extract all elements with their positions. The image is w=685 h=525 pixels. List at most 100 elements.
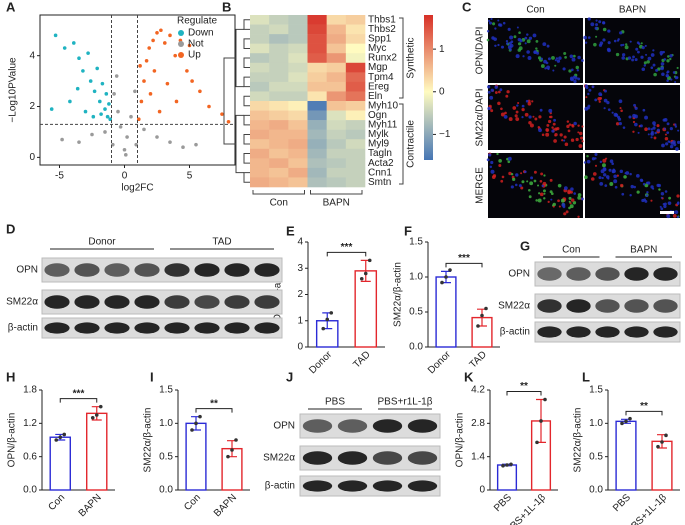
micrograph-speck [559, 133, 563, 137]
blot-band [164, 263, 190, 277]
micrograph-speck [607, 48, 611, 53]
micrograph-speck [577, 193, 582, 197]
blot-band [44, 322, 70, 334]
micrograph-speck [512, 177, 516, 182]
row-label: Tagln [368, 148, 392, 159]
x-tick-label: -5 [55, 171, 64, 182]
micrograph-speck [541, 184, 544, 188]
micrograph-speck [619, 169, 624, 174]
micrograph-speck [528, 121, 532, 125]
micrograph-speck [487, 90, 491, 94]
x-tick-label: PBS+1L-1β [625, 492, 669, 525]
micrograph-speck [502, 21, 506, 25]
heatmap-cell [326, 43, 347, 54]
micrograph-speck [595, 23, 598, 27]
heatmap-cell [345, 34, 366, 44]
heatmap-cell [250, 81, 270, 92]
micrograph-speck [516, 26, 519, 29]
micrograph-speck [594, 26, 598, 30]
micrograph-speck [634, 114, 638, 119]
micrograph-speck [609, 159, 614, 163]
micrograph-speck [619, 31, 623, 35]
micrograph-speck [538, 192, 541, 195]
significance-label: *** [73, 388, 85, 399]
heatmap-cell [307, 139, 327, 150]
heatmap-cell [288, 158, 308, 169]
micrograph [488, 153, 583, 218]
micrograph-speck [532, 115, 535, 118]
y-axis-label: OPN/β-actin [7, 413, 18, 468]
micrograph-speck [630, 184, 634, 189]
y-tick-label: 0.0 [23, 485, 37, 496]
row-label: Myh11 [368, 120, 398, 131]
micrograph-speck [587, 17, 591, 21]
micrograph-speck [557, 199, 560, 203]
x-tick-label: Donor [307, 349, 335, 377]
micrograph-speck [598, 176, 602, 180]
data-point [505, 463, 509, 467]
micrograph-speck [509, 35, 514, 40]
micrograph-speck [506, 90, 510, 94]
micrograph-speck [498, 159, 502, 163]
micrograph-speck [640, 42, 643, 45]
micrograph-speck [528, 115, 532, 119]
micrograph-speck [490, 88, 494, 92]
micrograph-speck [620, 43, 623, 47]
y-tick-label: 0.6 [23, 451, 37, 462]
data-point [83, 109, 88, 114]
micrograph-speck [505, 42, 509, 45]
dendrogram-branch [223, 57, 236, 145]
blot-band [104, 263, 130, 277]
micrograph-speck [569, 204, 574, 209]
data-point [155, 135, 159, 139]
micrograph-speck [581, 140, 584, 143]
micrograph-speck [634, 122, 638, 127]
heatmap-cell [269, 167, 289, 178]
x-tick-label: PBS [611, 492, 633, 514]
micrograph-speck [592, 172, 597, 176]
blot-band [372, 480, 403, 492]
heatmap-cell [326, 62, 347, 73]
blot-band [104, 295, 130, 309]
panel-letter: I [150, 369, 154, 384]
micrograph-speck [540, 172, 544, 176]
micrograph-speck [497, 101, 501, 106]
heatmap-cell [326, 15, 347, 25]
micrograph-speck [570, 187, 574, 191]
heatmap-cell [269, 91, 289, 102]
micrograph-speck [493, 37, 497, 41]
heatmap-cell [250, 15, 270, 25]
blot-strip [41, 317, 283, 339]
data-point [112, 92, 116, 96]
micrograph-speck [554, 59, 557, 62]
data-point [656, 444, 660, 449]
data-point [624, 419, 628, 424]
micrograph-speck [515, 173, 519, 177]
blot-band [134, 295, 160, 309]
panel-letter: L [582, 369, 590, 384]
micrograph-speck [528, 195, 532, 199]
micrograph-speck [521, 107, 525, 112]
data-point [129, 114, 133, 119]
data-point [60, 137, 64, 142]
micrograph-speck [599, 160, 603, 164]
bar [651, 440, 673, 491]
micrograph-speck [620, 109, 623, 113]
dendrogram-branch [243, 172, 250, 183]
blot-band [104, 322, 130, 334]
micrograph-speck [647, 56, 652, 61]
heatmap-cell [326, 72, 347, 83]
micrograph-speck [515, 54, 520, 59]
heatmap-cell [307, 91, 327, 102]
data-point [142, 79, 146, 83]
micrograph-speck [658, 188, 661, 191]
heatmap-cell [269, 53, 289, 64]
micrograph-speck [508, 41, 512, 45]
data-point [230, 448, 234, 452]
data-point [105, 114, 110, 119]
micrograph-speck [621, 192, 625, 196]
micrograph-speck [539, 192, 544, 197]
micrograph-speck [571, 57, 576, 62]
data-point [198, 414, 202, 419]
row-label: Thbs1 [368, 14, 396, 25]
